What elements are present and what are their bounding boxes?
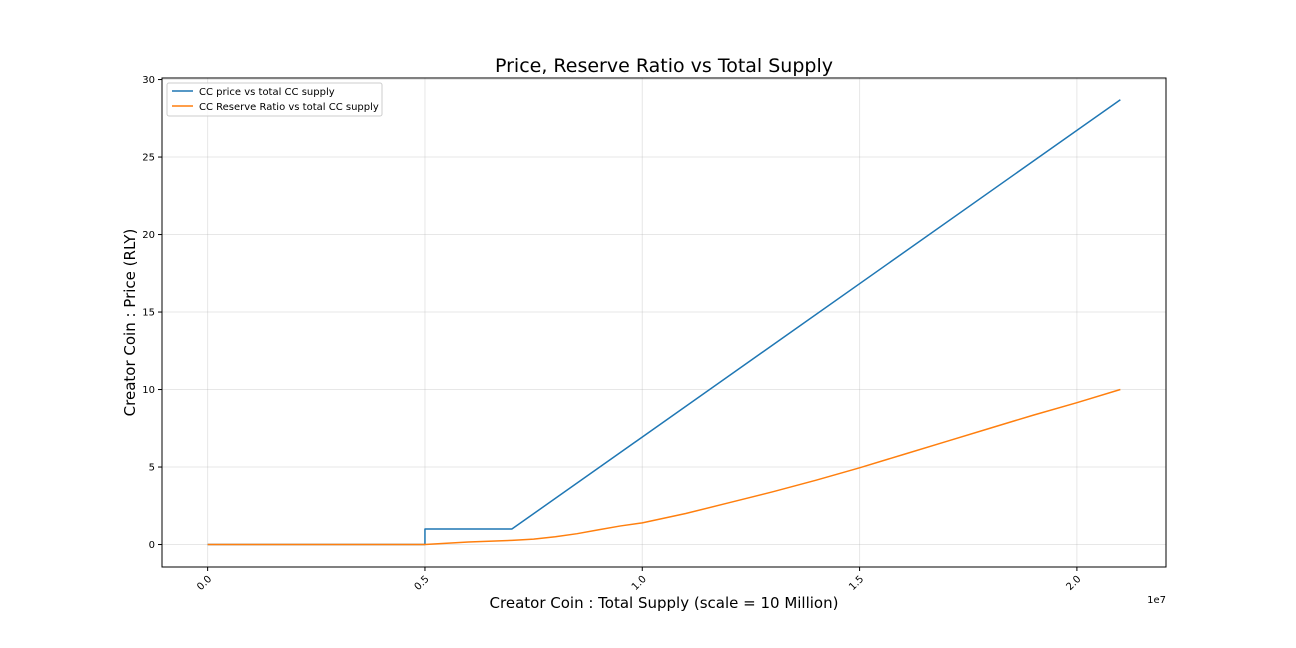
y-tick-label: 30 xyxy=(142,75,155,86)
legend-label-price: CC price vs total CC supply xyxy=(199,87,335,98)
chart-title: Price, Reserve Ratio vs Total Supply xyxy=(495,55,833,77)
plot-frame xyxy=(161,77,1167,568)
y-axis-label: Creator Coin : Price (RLY) xyxy=(121,229,139,417)
series-layer xyxy=(207,99,1121,546)
legend: CC price vs total CC supply CC Reserve R… xyxy=(166,82,383,117)
y-tick-label: 20 xyxy=(142,230,155,241)
y-tick-label: 25 xyxy=(142,153,155,164)
plot-area xyxy=(162,78,1166,567)
grid xyxy=(162,78,1166,567)
legend-box xyxy=(166,82,383,117)
y-tick-label: 10 xyxy=(142,385,155,396)
y-tick-label: 15 xyxy=(142,308,155,319)
x-axis-offset-label: 1e7 xyxy=(1147,595,1166,606)
y-tick-label: 5 xyxy=(149,463,155,474)
legend-label-reserve-ratio: CC Reserve Ratio vs total CC supply xyxy=(199,102,379,113)
x-axis-label: Creator Coin : Total Supply (scale = 10 … xyxy=(490,594,839,612)
series-line-reserve-ratio xyxy=(207,388,1121,546)
y-tick-label: 0 xyxy=(149,540,155,551)
